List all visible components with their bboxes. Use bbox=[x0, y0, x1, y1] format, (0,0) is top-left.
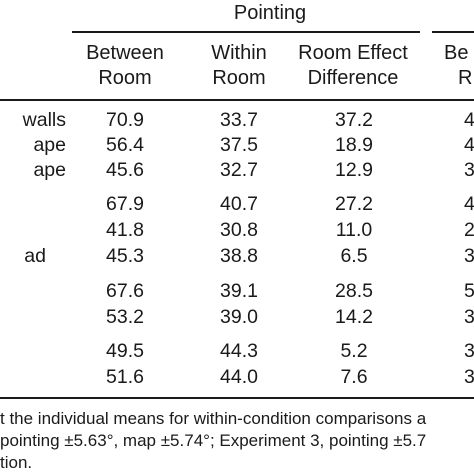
table-cell: 37.2 bbox=[335, 109, 373, 131]
table-cell: 41.8 bbox=[106, 219, 144, 241]
column-header-line: R bbox=[458, 67, 473, 89]
footnote-line-3: tion. bbox=[0, 453, 33, 472]
table-cell: 56.4 bbox=[106, 134, 144, 156]
table-cell: 3 bbox=[464, 366, 474, 388]
row-label: walls bbox=[22, 109, 66, 131]
footnote-line-1: t the individual means for within-condit… bbox=[0, 409, 427, 428]
table-cell: 12.9 bbox=[335, 159, 373, 181]
table-cell: 3 bbox=[464, 306, 474, 328]
row-label: ape bbox=[33, 159, 66, 181]
table-cell: 53.2 bbox=[106, 306, 144, 328]
table-cell: 37.5 bbox=[220, 134, 258, 156]
column-header-line: Room bbox=[98, 67, 152, 89]
table-cell: 4 bbox=[464, 193, 474, 215]
table-cell: 44.3 bbox=[220, 340, 258, 362]
table-cell: 49.5 bbox=[106, 340, 144, 362]
column-header-cut-off: Be R bbox=[444, 42, 472, 89]
table-cell: 6.5 bbox=[340, 245, 368, 267]
group-header-pointing: Pointing bbox=[233, 2, 307, 24]
table-cell: 2 bbox=[464, 219, 474, 241]
group-header-rule-right bbox=[432, 31, 474, 33]
group-header-rule bbox=[72, 31, 420, 33]
table-cell: 3 bbox=[464, 245, 474, 267]
column-header-line: Room bbox=[212, 67, 266, 89]
table-cell: 3 bbox=[464, 340, 474, 362]
table-cell: 4 bbox=[464, 134, 474, 156]
row-label: ad bbox=[24, 245, 46, 267]
column-header-line: Difference bbox=[307, 67, 399, 89]
table-cell: 39.1 bbox=[220, 280, 258, 302]
table-cell: 67.9 bbox=[106, 193, 144, 215]
table-cell: 67.6 bbox=[106, 280, 144, 302]
table-cell: 45.6 bbox=[106, 159, 144, 181]
column-header-line: Within bbox=[211, 42, 267, 64]
table-cell: 38.8 bbox=[220, 245, 258, 267]
table-cell: 4 bbox=[464, 109, 474, 131]
table-cell: 39.0 bbox=[220, 306, 258, 328]
footnote-line-2: pointing ±5.63°, map ±5.74°; Experiment … bbox=[0, 431, 427, 450]
column-header-room-effect-difference: Room Effect Difference bbox=[286, 42, 420, 89]
table-cell: 40.7 bbox=[220, 193, 258, 215]
column-header-line: Be bbox=[444, 42, 469, 64]
table-cell: 44.0 bbox=[220, 366, 258, 388]
row-label: ape bbox=[33, 134, 66, 156]
column-header-line: Room Effect bbox=[298, 42, 408, 64]
table-cell: 3 bbox=[464, 159, 474, 181]
header-bottom-rule bbox=[0, 99, 474, 101]
table-bottom-rule bbox=[0, 397, 474, 399]
column-header-within-room: Within Room bbox=[184, 42, 294, 89]
table-cell: 45.3 bbox=[106, 245, 144, 267]
table-cell: 70.9 bbox=[106, 109, 144, 131]
column-header-between-room: Between Room bbox=[70, 42, 180, 89]
table-cell: 27.2 bbox=[335, 193, 373, 215]
table-cell: 18.9 bbox=[335, 134, 373, 156]
table-cell: 7.6 bbox=[340, 366, 368, 388]
column-header-line: Between bbox=[86, 42, 164, 64]
table-cell: 5 bbox=[464, 280, 474, 302]
table-cell: 30.8 bbox=[220, 219, 258, 241]
table-cell: 33.7 bbox=[220, 109, 258, 131]
table-cell: 51.6 bbox=[106, 366, 144, 388]
table-cell: 32.7 bbox=[220, 159, 258, 181]
table-cell: 28.5 bbox=[335, 280, 373, 302]
table-cell: 14.2 bbox=[335, 306, 373, 328]
table-cell: 5.2 bbox=[340, 340, 368, 362]
table-cell: 11.0 bbox=[335, 219, 373, 241]
